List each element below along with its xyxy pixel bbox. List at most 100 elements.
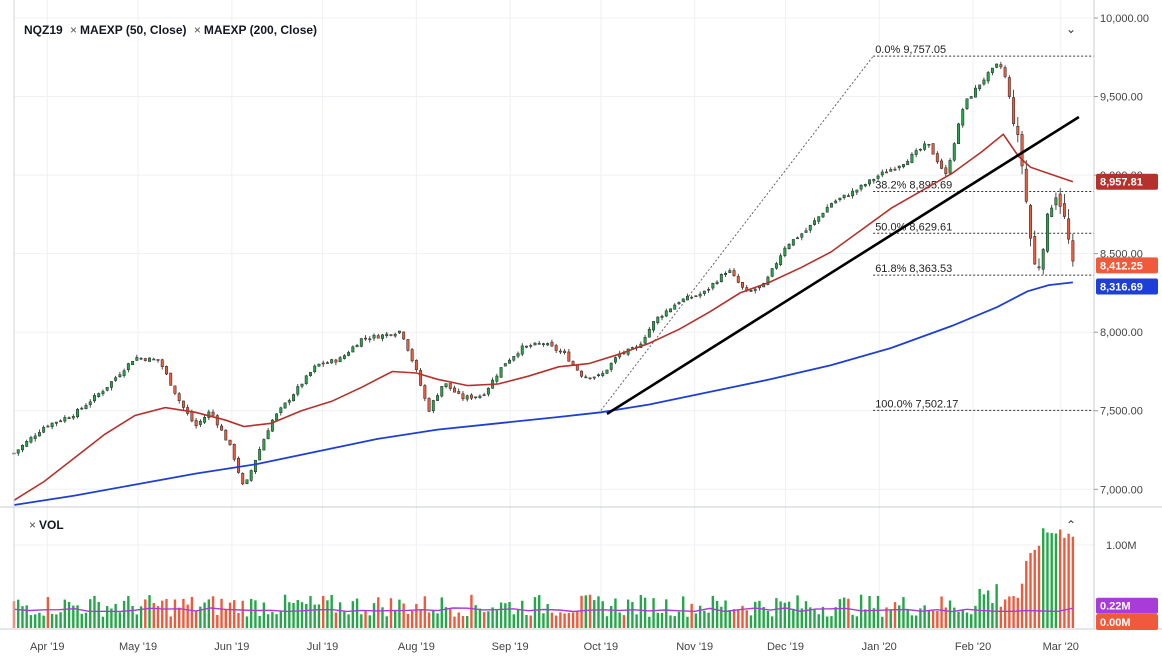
- volume-ma-line: [13, 607, 1074, 613]
- volume-bar: [1067, 533, 1070, 628]
- candle-body: [461, 393, 465, 400]
- volume-legend: × VOL: [29, 518, 68, 532]
- remove-ma50-icon[interactable]: ×: [70, 23, 78, 37]
- volume-bar: [796, 595, 799, 628]
- candle-body: [863, 184, 867, 187]
- price-tick-label: 10,000.00: [1100, 13, 1149, 25]
- candle-body: [592, 376, 596, 379]
- volume-bar: [148, 595, 151, 628]
- volume-bar: [673, 616, 676, 628]
- candle-body: [520, 345, 524, 355]
- chevron-up-icon[interactable]: ⌃: [1066, 518, 1077, 532]
- chevron-down-icon[interactable]: ⌄: [1066, 22, 1077, 36]
- grid-lines: [14, 0, 1094, 628]
- candle-body: [825, 207, 829, 213]
- volume-bar: [516, 609, 520, 628]
- candle-body: [664, 310, 668, 317]
- volume-bar: [410, 610, 414, 628]
- candle-body: [741, 282, 744, 288]
- candle-body: [114, 377, 118, 381]
- volume-bar: [834, 607, 837, 628]
- volume-bar: [885, 607, 888, 628]
- candlesticks: [12, 61, 1075, 486]
- candle-body: [453, 387, 456, 393]
- candle-body: [630, 347, 634, 349]
- fibonacci-retracement[interactable]: 0.0% 9,757.05 38.2% 8,895.69 50.0% 8,629.6…: [600, 44, 1094, 411]
- volume-bar: [940, 596, 943, 628]
- candle-body: [126, 363, 130, 371]
- candle-body: [448, 383, 452, 389]
- volume-bar: [986, 590, 990, 628]
- candle-body: [1033, 236, 1037, 265]
- volume-bar: [457, 612, 460, 628]
- candle-body: [1012, 97, 1016, 124]
- candle-body: [1003, 67, 1007, 77]
- candle-body: [1071, 240, 1075, 262]
- candle-body: [978, 84, 982, 90]
- candle-body: [334, 359, 338, 363]
- volume-bar: [305, 603, 308, 628]
- candle-body: [1054, 197, 1058, 206]
- volume-bar: [804, 601, 808, 628]
- candle-body: [359, 338, 363, 347]
- candle-body: [931, 143, 935, 155]
- volume-bar: [186, 604, 189, 628]
- candle-body: [414, 360, 418, 370]
- volume-bar: [406, 613, 410, 628]
- volume-bar: [415, 603, 418, 628]
- volume-bar: [550, 612, 554, 628]
- candle-body: [194, 420, 198, 427]
- volume-bar: [605, 616, 609, 628]
- candle-body: [237, 457, 240, 473]
- candle-body: [554, 345, 558, 351]
- candle-body: [508, 359, 512, 364]
- volume-bar: [770, 616, 774, 628]
- candle-body: [711, 283, 715, 289]
- volume-bar: [156, 606, 160, 628]
- volume-bar: [207, 599, 211, 628]
- remove-volume-icon[interactable]: ×: [29, 518, 37, 532]
- volume-bar: [775, 598, 778, 628]
- volume-bar: [72, 605, 75, 628]
- candle-body: [84, 405, 88, 410]
- volume-bar: [554, 615, 558, 628]
- candle-body: [588, 377, 592, 380]
- volume-bar: [1042, 528, 1045, 628]
- volume-bar: [563, 613, 566, 628]
- candle-body: [647, 328, 651, 338]
- volume-bar: [55, 614, 58, 628]
- volume-bar: [173, 599, 177, 628]
- candle-body: [571, 361, 575, 365]
- volume-bar: [118, 612, 122, 628]
- volume-bar: [1003, 599, 1007, 628]
- candle-body: [804, 230, 808, 233]
- volume-bar: [648, 616, 651, 628]
- candle-body: [944, 167, 948, 174]
- volume-bar: [995, 584, 998, 628]
- candle-body: [224, 429, 228, 441]
- volume-bar: [610, 606, 613, 628]
- volume-bar: [631, 601, 634, 628]
- candle-body: [474, 396, 478, 399]
- volume-bar: [745, 610, 748, 628]
- current-volume-badge: 0.00M: [1100, 617, 1131, 629]
- candle-body: [673, 304, 677, 310]
- candle-body: [355, 345, 359, 348]
- volume-bar: [847, 598, 850, 628]
- candle-body: [198, 420, 202, 425]
- volume-bar: [906, 609, 909, 628]
- volume-bar: [470, 594, 473, 628]
- trendline[interactable]: [606, 115, 1080, 415]
- candle-body: [601, 373, 605, 376]
- volume-bar: [114, 603, 117, 628]
- volume-bar: [970, 614, 973, 628]
- candle-body: [215, 415, 219, 426]
- volume-bar: [135, 614, 139, 628]
- candle-body: [724, 273, 728, 276]
- volume-bar: [220, 598, 223, 628]
- volume-bar: [499, 602, 503, 628]
- remove-ma200-icon[interactable]: ×: [193, 23, 201, 37]
- candle-body: [669, 308, 672, 313]
- volume-bar: [491, 607, 494, 628]
